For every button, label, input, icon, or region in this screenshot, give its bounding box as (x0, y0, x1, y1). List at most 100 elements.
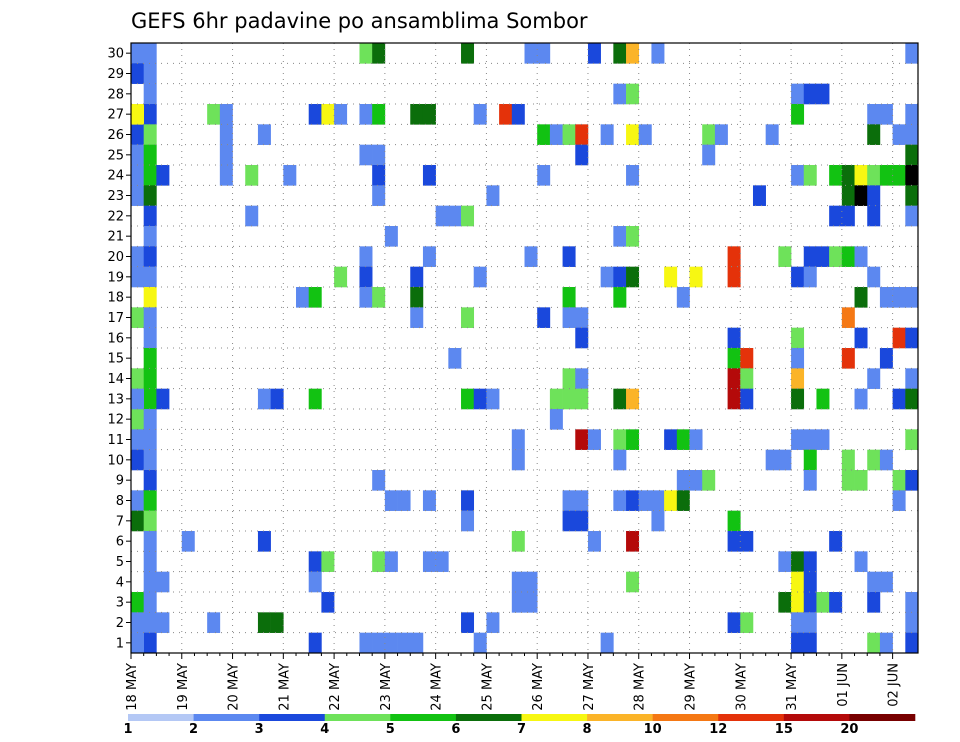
heatmap-cell (131, 104, 144, 125)
heatmap-cell (727, 531, 741, 552)
heatmap-cell (422, 165, 436, 186)
heatmap-cell (727, 266, 741, 288)
heatmap-cell (131, 266, 144, 288)
heatmap-cell (905, 327, 919, 349)
heatmap-cell (143, 429, 157, 450)
heatmap-cell (575, 368, 589, 389)
heatmap-cell (791, 266, 805, 288)
heatmap-cell (359, 104, 373, 125)
heatmap-cell (626, 124, 640, 145)
heatmap-cell (600, 266, 614, 288)
heatmap-cell (334, 266, 348, 288)
heatmap-cell (778, 551, 792, 572)
x-tick-label: 19 MAY (176, 663, 191, 711)
heatmap-cell (486, 185, 500, 206)
y-tick-label: 28 (107, 87, 124, 102)
y-tick-label: 26 (107, 128, 124, 143)
heatmap-cell (131, 612, 144, 633)
heatmap-cell (702, 144, 716, 166)
legend-tick-label: 5 (386, 722, 395, 737)
x-tick-label: 21 MAY (277, 663, 292, 711)
chart-title: GEFS 6hr padavine po ansamblima Sombor (131, 9, 588, 33)
heatmap-cell (791, 165, 805, 186)
heatmap-cell (461, 205, 475, 227)
heatmap-cell (511, 429, 525, 450)
heatmap-cell (549, 124, 563, 145)
heatmap-cell (131, 632, 144, 654)
heatmap-cell (537, 307, 551, 328)
y-tick-label: 15 (107, 352, 124, 367)
heatmap-cell (143, 83, 157, 105)
heatmap-cell (131, 429, 144, 450)
heatmap-cell (473, 388, 487, 410)
x-axis: 18 MAY 19 MAY 20 MAY 21 MAY 22 MAY 23 MAY 24 M… (125, 653, 902, 711)
heatmap-cell (892, 470, 906, 491)
heatmap-cell (867, 124, 881, 145)
heatmap-cell (765, 124, 779, 145)
y-tick-label: 17 (107, 311, 124, 326)
legend-tick-label: 15 (775, 722, 793, 737)
heatmap-cell (562, 388, 576, 410)
y-tick-label: 27 (107, 108, 124, 123)
legend-swatch (521, 714, 588, 721)
legend-swatch (455, 714, 522, 721)
heatmap-cell (143, 388, 157, 410)
heatmap-cell (879, 287, 893, 308)
heatmap-cell (702, 124, 716, 145)
heatmap-cell (372, 104, 386, 125)
heatmap-cell (664, 490, 678, 511)
heatmap-cell (207, 104, 221, 125)
heatmap-cell (905, 612, 919, 633)
heatmap-cell (511, 571, 525, 593)
y-tick-label: 13 (107, 392, 124, 407)
heatmap-cell (334, 104, 348, 125)
heatmap-cell (803, 632, 817, 654)
y-tick-label: 7 (116, 514, 124, 529)
heatmap-cell (537, 43, 551, 64)
heatmap-cell (219, 124, 233, 145)
heatmap-cell (131, 246, 144, 267)
heatmap-cell (803, 592, 817, 613)
heatmap-cell (867, 205, 881, 227)
heatmap-cell (575, 144, 589, 166)
heatmap-cell (397, 632, 411, 654)
heatmap-cell (131, 185, 144, 206)
heatmap-cell (740, 348, 754, 369)
heatmap-cell (473, 632, 487, 654)
heatmap-cell (537, 165, 551, 186)
heatmap-cell (448, 205, 462, 227)
heatmap-cell (829, 246, 843, 267)
heatmap-cell (511, 449, 525, 471)
heatmap-cell (791, 571, 805, 593)
heatmap-cell (359, 266, 373, 288)
color-legend: 1 2 3 4 5 6 7 8 10 12 15 20 (123, 714, 916, 737)
heatmap-cell (575, 307, 589, 328)
heatmap-cell (372, 43, 386, 64)
heatmap-cell (410, 266, 424, 288)
heatmap-cell (131, 449, 144, 471)
heatmap-cell (626, 490, 640, 511)
heatmap-cell (321, 104, 335, 125)
heatmap-cell (359, 43, 373, 64)
heatmap-cell (270, 612, 284, 633)
y-tick-label: 25 (107, 148, 124, 163)
heatmap-cell (143, 104, 157, 125)
heatmap-cell (829, 205, 843, 227)
heatmap-cell (143, 348, 157, 369)
legend-swatch (849, 714, 916, 721)
heatmap-cell (575, 124, 589, 145)
heatmap-cell (791, 368, 805, 389)
heatmap-cell (816, 592, 830, 613)
y-tick-label: 29 (107, 67, 124, 82)
heatmap-cell (131, 388, 144, 410)
heatmap-cell (892, 327, 906, 349)
heatmap-cell (905, 205, 919, 227)
heatmap-cell (727, 510, 741, 532)
y-tick-label: 14 (107, 372, 124, 387)
heatmap-cell (905, 429, 919, 450)
heatmap-cell (613, 43, 627, 64)
heatmap-cell (245, 165, 259, 186)
legend-tick-label: 6 (451, 722, 460, 737)
heatmap-cell (651, 490, 665, 511)
heatmap-cell (879, 632, 893, 654)
